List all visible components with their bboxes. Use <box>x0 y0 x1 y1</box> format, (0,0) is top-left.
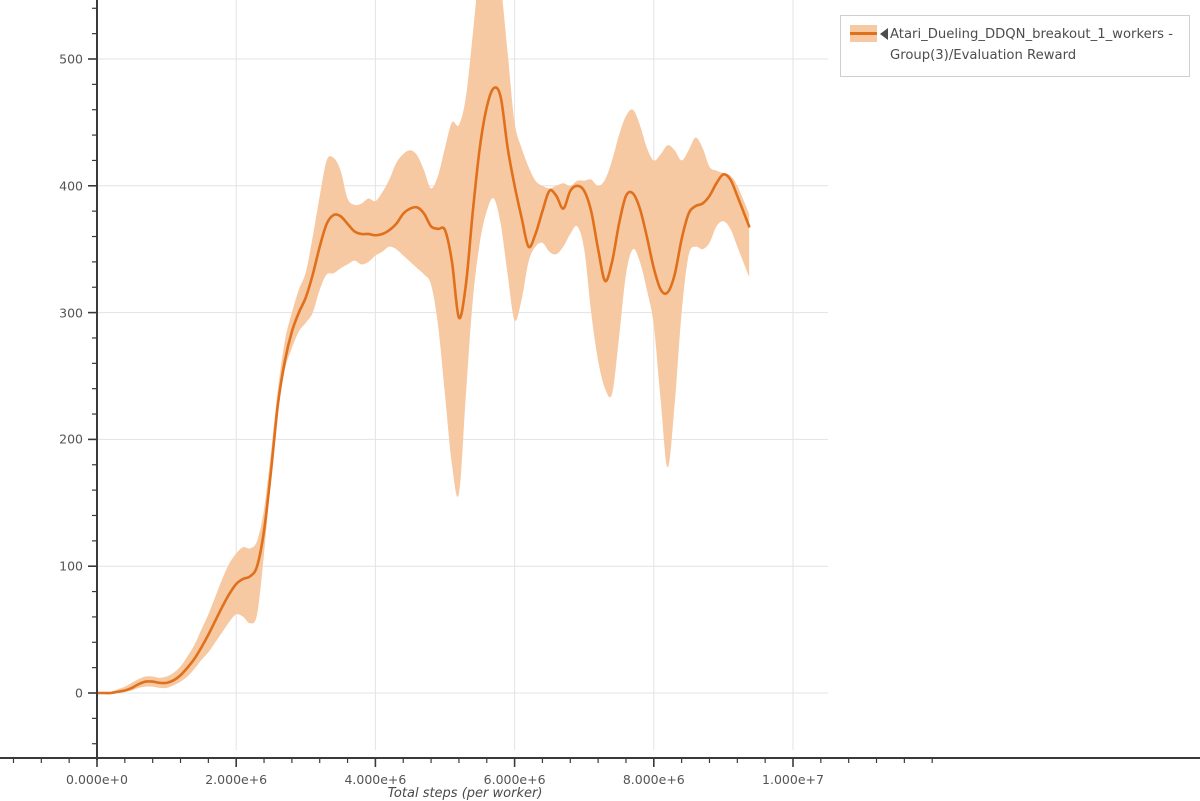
x-tick-label: 0.000e+0 <box>66 772 128 787</box>
y-tick-label: 100 <box>59 558 83 574</box>
y-tick-label: 400 <box>59 178 83 194</box>
x-tick-label: 8.000e+6 <box>622 772 685 787</box>
x-tick-label: 1.000e+7 <box>762 772 824 787</box>
confidence-band <box>97 0 750 694</box>
x-tick-label: 4.000e+6 <box>344 772 407 787</box>
x-tick-label: 2.000e+6 <box>205 772 268 787</box>
legend-item[interactable]: Atari_Dueling_DDQN_breakout_1_workers - … <box>850 24 1180 67</box>
y-tick-label: 200 <box>59 431 83 447</box>
axis-lines <box>0 0 1200 760</box>
legend-item-label: Atari_Dueling_DDQN_breakout_1_workers - … <box>890 27 1173 64</box>
collapse-caret-icon[interactable] <box>880 28 888 40</box>
y-tick-label: 300 <box>59 305 83 321</box>
x-tick-label: 6.000e+6 <box>483 772 546 787</box>
legend-color-swatch <box>850 25 877 42</box>
axis-ticks <box>12 7 933 767</box>
series-line <box>97 86 751 695</box>
legend[interactable]: Atari_Dueling_DDQN_breakout_1_workers - … <box>840 15 1190 77</box>
y-tick-label: 500 <box>59 51 83 67</box>
x-axis-title: Total steps (per worker) <box>387 786 543 801</box>
y-tick-label: 0 <box>75 685 83 701</box>
legend-line-swatch <box>850 32 877 35</box>
